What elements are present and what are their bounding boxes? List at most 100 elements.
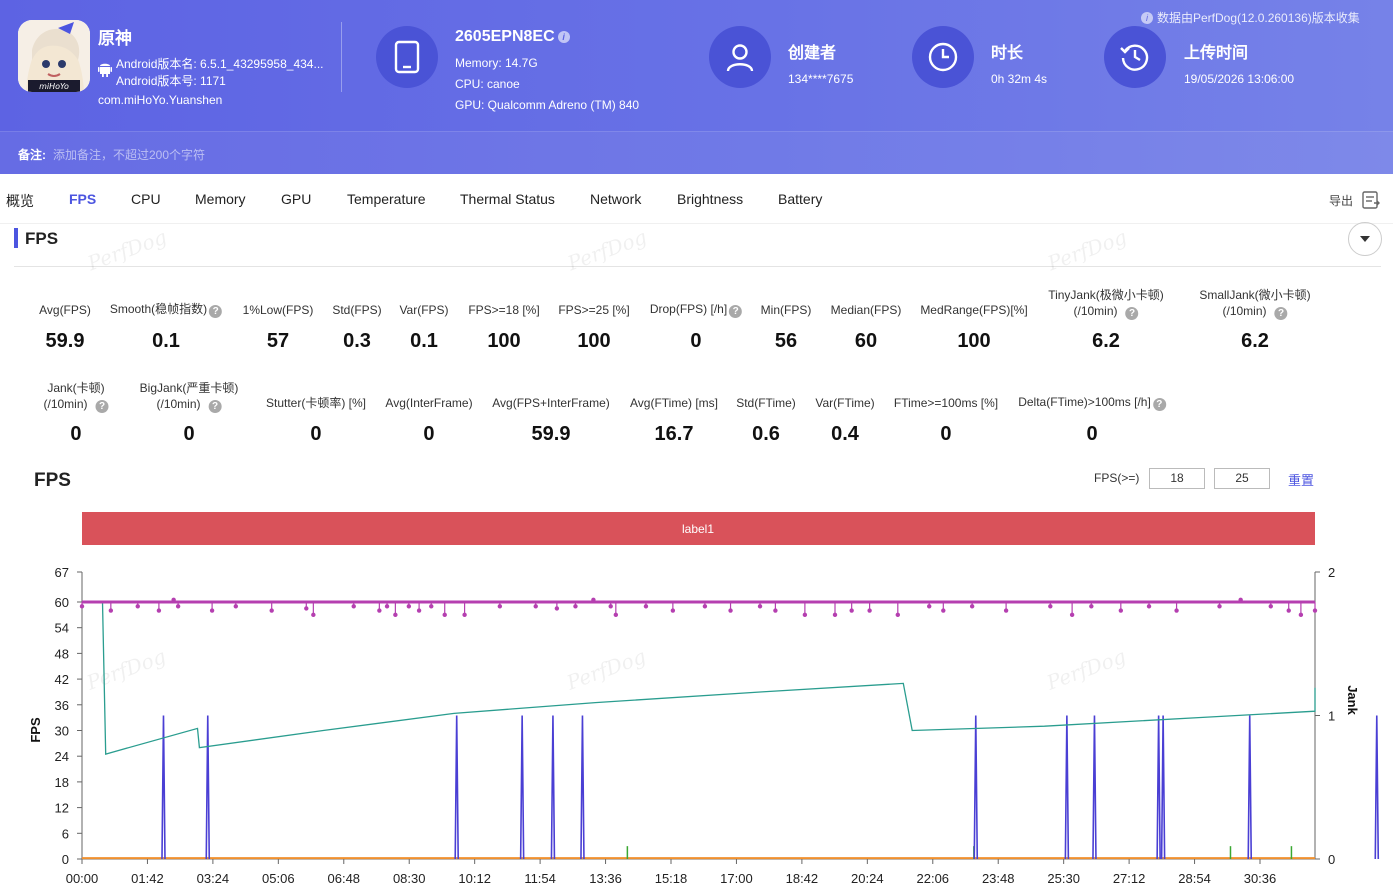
fps-point[interactable] [233,604,239,609]
fps-point[interactable] [1312,608,1318,613]
stat-median-fps: Median(FPS) 60 [830,303,902,352]
export-button[interactable]: 导出 [1329,190,1381,210]
fps-point[interactable] [1298,612,1304,618]
fps-point[interactable] [643,604,649,609]
fps-point[interactable] [895,612,901,618]
help-icon[interactable]: ? [209,305,223,318]
fps-point[interactable] [393,612,398,618]
fps-point[interactable] [867,608,872,613]
note-input[interactable]: 添加备注，不超过200个字符 [53,148,206,162]
fps-point[interactable] [416,608,422,613]
fps-point[interactable] [1069,612,1075,618]
tab-brightness[interactable]: Brightness [677,191,744,207]
fps-point[interactable] [849,608,854,613]
fps-point[interactable] [554,606,560,611]
fps-point[interactable] [757,604,763,609]
tab-network[interactable]: Network [590,191,642,207]
fps-point[interactable] [384,604,390,609]
fps-point[interactable] [1146,604,1152,609]
fps-point[interactable] [1286,608,1291,613]
fps-point[interactable] [497,604,503,609]
x-tick-label: 18:42 [786,871,819,886]
fps-threshold-input-2[interactable]: 25 [1214,468,1270,489]
fps-point[interactable] [171,597,176,603]
export-label: 导出 [1328,193,1353,208]
fps-point[interactable] [1118,608,1124,613]
fps-point[interactable] [1048,604,1053,609]
tab-memory[interactable]: Memory [195,191,246,207]
fps-point[interactable] [108,608,114,613]
tab-gpu[interactable]: GPU [281,191,312,207]
stat-fps-ge-25: FPS>=25 [%] 100 [558,303,630,352]
note-label: 备注: [18,148,46,162]
fps-point[interactable] [79,604,85,609]
help-icon[interactable]: ? [95,400,109,413]
fps-point[interactable] [429,604,434,609]
stat-std-ftime: Std(FTime) 0.6 [736,396,796,445]
collapse-button[interactable] [1348,222,1382,256]
fps-point[interactable] [941,608,946,613]
jank-spike [1160,715,1166,860]
app-name: 原神 [98,29,132,48]
fps-point[interactable] [608,604,613,609]
info-icon[interactable]: i [557,31,570,43]
fps-point[interactable] [1003,608,1009,613]
help-icon[interactable]: ? [1152,398,1166,411]
tab-overview[interactable]: 概览 [6,193,34,209]
fps-chart[interactable]: label1 FPS Jank PerfDog PerfDog PerfDog … [0,500,1393,895]
fps-point[interactable] [406,604,412,609]
fps-point[interactable] [209,608,215,613]
fps-point[interactable] [927,604,932,609]
fps-point[interactable] [832,612,838,618]
y-axis-label: FPS [28,717,43,743]
fps-point[interactable] [1238,597,1243,603]
x-tick-label: 11:54 [524,871,556,886]
x-tick-label: 25:30 [1047,871,1080,886]
fps-point[interactable] [269,608,274,613]
tab-thermal-status[interactable]: Thermal Status [460,191,555,207]
fps-point[interactable] [802,612,808,618]
help-icon[interactable]: ? [1274,307,1288,320]
fps-point[interactable] [156,608,162,613]
fps-point[interactable] [1268,604,1273,609]
help-icon[interactable]: ? [208,400,222,413]
fps-point[interactable] [1174,608,1179,613]
fps-point[interactable] [442,612,447,618]
fps-point[interactable] [670,608,676,613]
y2-tick-label: 0 [1328,852,1335,867]
x-tick-label: 01:42 [131,871,164,886]
fps-point[interactable] [613,612,619,618]
fps-point[interactable] [773,608,778,613]
help-icon[interactable]: ? [729,305,743,318]
x-tick-label: 03:24 [197,871,230,886]
fps-point[interactable] [175,604,181,609]
fps-threshold-input-1[interactable]: 18 [1149,468,1205,489]
stat-stutter: Stutter(卡顿率) [%] 0 [265,396,367,445]
tab-battery[interactable]: Battery [778,191,823,207]
jank-spike [550,715,556,860]
x-tick-label: 00:00 [66,871,99,886]
help-icon[interactable]: ? [1125,307,1139,320]
x-tick-label: 05:06 [262,871,295,886]
fps-point[interactable] [135,604,140,609]
fps-point[interactable] [702,604,708,609]
tab-fps[interactable]: FPS [69,191,97,207]
fps-point[interactable] [462,612,467,618]
label-band[interactable] [82,512,1315,545]
device-cpu: CPU: canoe [455,77,520,91]
fps-point[interactable] [304,606,309,611]
x-tick-label: 06:48 [328,871,361,886]
tab-cpu[interactable]: CPU [131,191,161,207]
fps-point[interactable] [1089,604,1094,609]
fps-point[interactable] [573,604,578,609]
fps-point[interactable] [969,604,975,609]
fps-point[interactable] [377,608,382,613]
fps-point[interactable] [351,604,356,609]
fps-point[interactable] [728,608,733,613]
fps-point[interactable] [311,612,316,618]
fps-point[interactable] [533,604,538,609]
fps-point[interactable] [591,597,596,603]
fps-point[interactable] [1217,604,1222,609]
reset-button[interactable]: 重置 [1288,473,1315,488]
tab-temperature[interactable]: Temperature [347,191,426,207]
